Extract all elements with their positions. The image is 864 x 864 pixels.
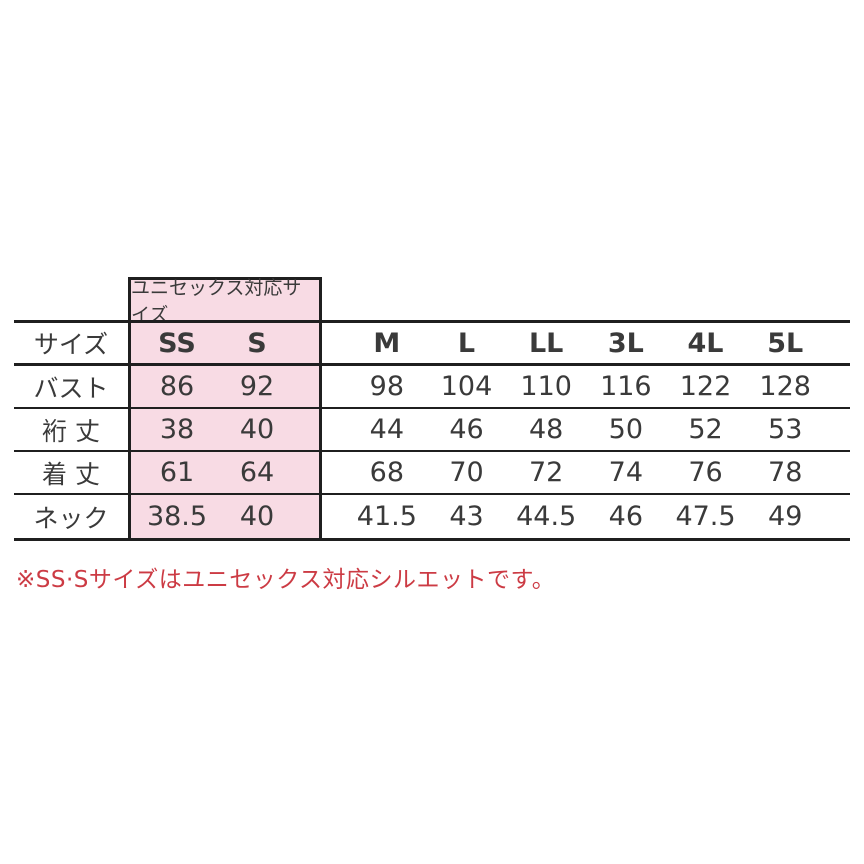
bust-unisex-cells: 86 92	[128, 366, 322, 407]
table-cell: 46	[608, 501, 644, 532]
table-cell: 104	[440, 371, 493, 402]
neck-unisex-cells: 38.5 40	[128, 495, 322, 538]
size-col-l: L	[457, 327, 476, 359]
table-cell: 50	[608, 414, 644, 445]
table-cell: 40	[239, 414, 275, 445]
length-unisex-cells: 61 64	[128, 452, 322, 493]
sleeve-regular-cells: 44 46 48 50 52 53	[322, 409, 850, 450]
row-label-length: 着 丈	[42, 459, 100, 489]
size-table-header-row: サイズ SS S M L LL 3L 4L 5L	[14, 323, 850, 366]
table-cell: 44.5	[516, 501, 577, 532]
table-cell: 86	[159, 371, 195, 402]
unisex-columns-header: SS S	[128, 323, 322, 363]
table-cell: 68	[369, 457, 405, 488]
table-row-bust: バスト 86 92 98 104 110 116 122 128	[14, 366, 850, 409]
table-row-neck: ネック 38.5 40 41.5 43 44.5 46 47.5 49	[14, 495, 850, 538]
unisex-size-header-label: ユニセックス対応サイズ	[131, 277, 302, 326]
table-cell: 70	[449, 457, 484, 488]
table-cell: 116	[600, 371, 652, 402]
size-col-s: S	[247, 327, 267, 359]
table-cell: 43	[449, 501, 484, 532]
row-label-sleeve: 裄 丈	[42, 416, 100, 446]
unisex-size-header-box: ユニセックス対応サイズ	[128, 277, 322, 326]
table-cell: 76	[688, 457, 723, 488]
table-cell: 53	[768, 414, 803, 445]
unisex-silhouette-note: ※SS·Sサイズはユニセックス対応シルエットです。	[16, 567, 556, 593]
table-row-sleeve: 裄 丈 38 40 44 46 48 50 52 53	[14, 409, 850, 452]
table-cell: 44	[369, 414, 405, 445]
row-label-neck: ネック	[33, 503, 109, 533]
table-cell: 41.5	[356, 501, 417, 532]
table-cell: 74	[608, 457, 644, 488]
size-col-4l: 4L	[687, 327, 724, 359]
table-cell: 64	[239, 457, 275, 488]
table-cell: 49	[768, 501, 803, 532]
table-cell: 40	[239, 501, 275, 532]
row-label-bust: バスト	[33, 373, 109, 403]
table-cell: 38	[159, 414, 195, 445]
size-col-m: M	[373, 327, 401, 359]
table-cell: 47.5	[675, 501, 736, 532]
neck-regular-cells: 41.5 43 44.5 46 47.5 49	[322, 495, 850, 538]
table-cell: 92	[239, 371, 275, 402]
table-cell: 46	[449, 414, 484, 445]
table-cell: 110	[520, 371, 572, 402]
header-label-size: サイズ	[33, 330, 109, 359]
table-cell: 128	[759, 371, 811, 402]
size-col-ss: SS	[158, 327, 196, 359]
regular-columns-header: M L LL 3L 4L 5L	[322, 323, 850, 363]
table-cell: 52	[688, 414, 723, 445]
table-cell: 38.5	[146, 501, 208, 532]
size-col-ll: LL	[528, 327, 564, 359]
table-cell: 98	[369, 371, 405, 402]
table-cell: 78	[768, 457, 803, 488]
size-col-3l: 3L	[607, 327, 644, 359]
table-cell: 122	[679, 371, 732, 402]
table-cell: 48	[529, 414, 564, 445]
size-col-5l: 5L	[767, 327, 804, 359]
bust-regular-cells: 98 104 110 116 122 128	[322, 366, 850, 407]
size-table: サイズ SS S M L LL 3L 4L 5L バスト 86 92 98	[14, 320, 850, 541]
table-cell: 61	[159, 457, 195, 488]
length-regular-cells: 68 70 72 74 76 78	[322, 452, 850, 493]
sleeve-unisex-cells: 38 40	[128, 409, 322, 450]
table-cell: 72	[529, 457, 564, 488]
table-row-length: 着 丈 61 64 68 70 72 74 76 78	[14, 452, 850, 495]
